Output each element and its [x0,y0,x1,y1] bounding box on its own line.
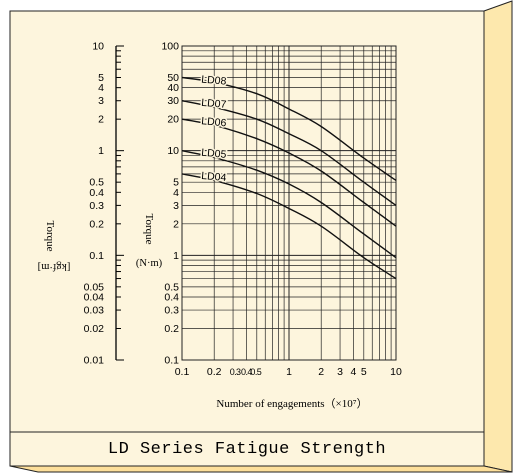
x-tick-label: 0.1 [175,366,190,378]
secondary-tick-label: 0.03 [84,305,105,317]
secondary-tick-label: 0.3 [89,200,104,212]
secondary-tick-label: 0.02 [84,323,105,335]
series-label-ld06: LD06 [201,115,227,129]
secondary-axis-unit: [kgf·m] [38,261,71,272]
x-tick-label: 4 [350,366,356,378]
x-tick-label: 10 [390,366,402,378]
x-axis-title: Number of engagements（×10⁷） [216,397,367,410]
x-tick-label: 0.3 [230,367,241,377]
y-tick-label: 1 [173,250,179,262]
x-tick-label: 0.5 [250,367,261,377]
y-tick-label: 0.3 [164,305,179,317]
secondary-tick-label: 2 [98,114,104,126]
series-line-ld05 [181,150,397,259]
y-tick-label: 0.2 [164,323,179,335]
y-tick-label: 40 [167,82,179,94]
secondary-tick-label: 0.4 [89,187,104,199]
secondary-tick-label: 0.01 [84,355,105,367]
y-tick-label: 50 [167,72,179,84]
secondary-tick-label: 5 [98,72,104,84]
plot-border [181,45,397,361]
secondary-tick-label: 0.05 [84,281,105,293]
series-label-ld04: LD04 [201,170,227,184]
series-label-ld07: LD07 [201,97,227,111]
y-tick-label: 100 [161,41,179,53]
series-line-ld04 [181,173,397,280]
secondary-tick-label: 0.5 [89,177,104,189]
x-tick-label: 3 [337,366,343,378]
y-tick-label: 30 [167,95,179,107]
series-line-ld06 [181,118,397,227]
y-axis-unit: (N·m) [136,258,163,269]
secondary-tick-label: 10 [92,41,104,53]
x-tick-label: 0.4 [241,367,252,377]
y-tick-label: 4 [173,187,179,199]
series-line-ld07 [181,100,397,206]
secondary-tick-label: 0.04 [84,291,105,303]
x-tick-label: 5 [361,366,367,378]
secondary-tick-label: 0.1 [89,250,104,262]
x-tick-label: 2 [318,366,324,378]
y-tick-label: 10 [167,145,179,157]
series-line-ld08 [181,76,397,181]
x-tick-label: 1 [286,366,292,378]
y-tick-label: 5 [173,177,179,189]
secondary-axis-title: Torque [44,221,56,252]
y-tick-label: 3 [173,200,179,212]
chart-caption: LD Series Fatigue Strength [107,439,387,459]
secondary-tick-label: 4 [98,82,104,94]
y-tick-label: 20 [167,114,179,126]
panel-face [9,10,485,467]
y-tick-label: 2 [173,218,179,230]
series-label-ld08: LD08 [201,74,227,88]
y-tick-label: 0.4 [164,291,179,303]
y-tick-label: 0.5 [164,281,179,293]
y-tick-label: 0.1 [164,355,179,367]
secondary-tick-label: 0.2 [89,218,104,230]
secondary-tick-label: 3 [98,95,104,107]
secondary-tick-label: 1 [98,145,104,157]
y-axis-title: Torque [143,214,155,245]
series-label-ld05: LD05 [201,147,227,161]
x-tick-label: 0.2 [207,366,222,378]
